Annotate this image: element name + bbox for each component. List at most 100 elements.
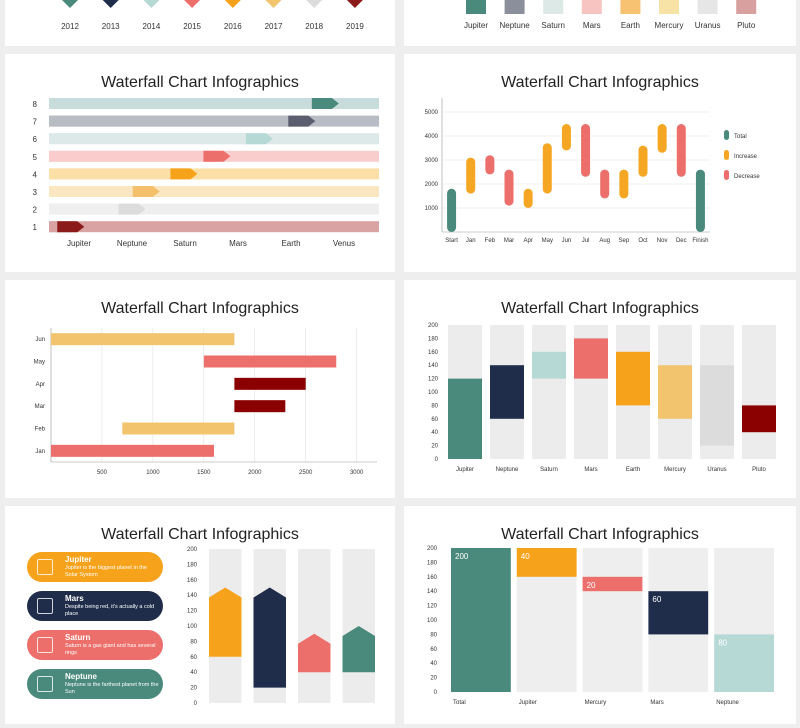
legend-swatch	[724, 150, 729, 160]
legend-waterfall-svg: 0 20 40 60 80 100 120 140 160 180 200	[187, 547, 375, 707]
waterfall-bar	[742, 405, 776, 433]
y-tick-label: Jan	[35, 449, 45, 455]
x-axis-label: Saturn	[173, 239, 197, 248]
row-label: 3	[33, 188, 38, 197]
x-tick-label: Start	[445, 238, 458, 244]
x-tick-label: 1000	[146, 470, 160, 476]
row-arrow	[170, 168, 198, 180]
y-tick-label: 0	[435, 457, 439, 463]
column-track	[298, 549, 331, 703]
legend-description: Despite being red, it's actually a cold …	[65, 604, 155, 617]
monthly-waterfall-svg: 1000 2000 3000 4000 5000 Start Jan Feb Mar Apr May…	[425, 98, 760, 244]
waterfall-bar	[451, 548, 511, 692]
planet-icon	[37, 559, 53, 575]
row-arrow	[203, 150, 231, 162]
y-tick-label: 120	[428, 377, 439, 383]
y-tick-label: 100	[428, 390, 439, 396]
legend-name: Jupiter	[65, 555, 92, 564]
planet-swatch	[659, 0, 679, 14]
waterfall-arrow-bar	[298, 633, 331, 673]
waterfall-bar	[638, 145, 648, 177]
planet-waterfall-svg: 0 20 40 60 80 100 120 140 160 180 200 Jupiter Neptun…	[428, 323, 776, 473]
planet-label: Neptune	[499, 21, 530, 30]
row-label: 2	[33, 206, 38, 215]
row-bar	[49, 186, 147, 197]
panel-arrow-waterfall: Waterfall Chart Infographics 8 7 6 5 4 3 2 1 Jup…	[5, 54, 395, 272]
y-tick-label: 140	[187, 593, 198, 599]
year-label: 2013	[102, 22, 120, 31]
waterfall-arrow-bar	[342, 626, 375, 673]
y-tick-label: 40	[430, 661, 437, 667]
x-tick-label: Aug	[599, 238, 610, 244]
waterfall-bar	[51, 444, 214, 457]
legend-label: Total	[734, 134, 747, 140]
legend-item: Jupiter Jupiter is the biggest planet in …	[27, 552, 163, 582]
y-tick-label: May	[34, 360, 45, 366]
panel-monthly-waterfall: Waterfall Chart Infographics 1000 2000 300…	[404, 54, 796, 272]
data-label: 60	[652, 595, 661, 604]
x-tick-label: Mercury	[585, 700, 607, 706]
panel-planet-waterfall: Waterfall Chart Infographics 0 20 40 60 80 10…	[404, 280, 796, 498]
row-label: 5	[33, 153, 38, 162]
waterfall-bar	[648, 591, 709, 635]
x-tick-label: Mercury	[664, 467, 686, 473]
planet-label: Mars	[583, 21, 601, 30]
x-tick-label: Dec	[676, 238, 687, 244]
row-label: 8	[33, 100, 38, 109]
x-tick-label: 3000	[350, 470, 364, 476]
y-tick-label: 20	[430, 676, 437, 682]
column-track	[582, 548, 643, 692]
row-track	[49, 203, 379, 215]
row-bar	[49, 168, 185, 180]
y-tick-label: 100	[427, 618, 438, 624]
year-marker	[62, 0, 78, 8]
x-tick-label: 2000	[248, 470, 262, 476]
waterfall-bar	[234, 377, 306, 390]
waterfall-bar	[600, 169, 610, 199]
row-bar	[49, 203, 133, 215]
waterfall-bar	[582, 576, 643, 592]
y-tick-label: 140	[428, 363, 439, 369]
y-tick-label: 4000	[425, 134, 439, 140]
y-tick-label: Feb	[35, 427, 46, 433]
y-tick-label: 180	[428, 336, 439, 342]
waterfall-bar	[676, 124, 686, 177]
planet-swatch	[581, 0, 602, 14]
waterfall-bar	[234, 400, 286, 413]
planet-swatch	[697, 0, 718, 14]
waterfall-bar	[448, 378, 482, 459]
waterfall-bar	[485, 155, 495, 175]
planet-swatch	[504, 0, 525, 14]
y-tick-label: 160	[427, 575, 438, 581]
waterfall-bar	[490, 365, 524, 419]
y-tick-label: 20	[431, 444, 438, 450]
year-label: 2015	[183, 22, 201, 31]
planet-icon	[37, 637, 53, 653]
row-arrow	[118, 203, 146, 215]
y-tick-label: Apr	[36, 382, 45, 388]
row-label: 7	[33, 118, 38, 127]
y-tick-label: 80	[431, 403, 438, 409]
chart-title: Waterfall Chart Infographics	[501, 300, 699, 317]
y-tick-label: 200	[427, 546, 438, 552]
legend-swatch	[724, 130, 729, 140]
chart-title: Waterfall Chart Infographics	[101, 526, 299, 543]
year-marker	[102, 0, 119, 8]
data-label: 80	[718, 638, 727, 647]
year-marker	[306, 0, 323, 8]
legend-item: Saturn Saturn is a gas giant and has seve…	[27, 630, 163, 660]
waterfall-bar	[504, 169, 514, 206]
arrow-waterfall-svg: 8 7 6 5 4 3 2 1 Jupiter Neptune Saturn Mars Earth Ven…	[33, 98, 379, 248]
waterfall-bar	[561, 124, 571, 151]
waterfall-bar	[447, 188, 457, 232]
x-tick-label: Finish	[692, 238, 708, 244]
year-label: 2017	[265, 22, 283, 31]
waterfall-bar	[619, 169, 629, 199]
y-tick-label: 0	[434, 690, 438, 696]
y-tick-label: 20	[190, 686, 197, 692]
row-track	[49, 168, 379, 180]
waterfall-bar	[581, 124, 591, 177]
year-marker	[265, 0, 282, 8]
legend-description: Neptune is the farthest planet from the …	[65, 682, 159, 695]
waterfall-bar	[516, 548, 577, 577]
